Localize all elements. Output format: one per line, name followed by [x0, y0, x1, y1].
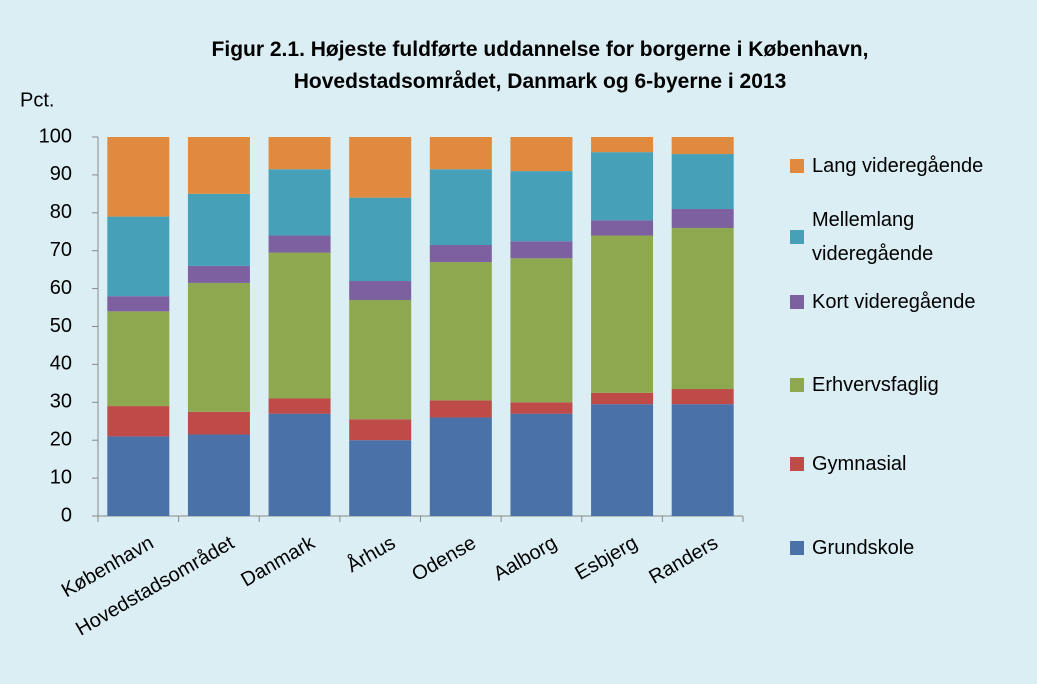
bar-segment: [107, 216, 170, 297]
legend-item: Lang videregående: [790, 149, 1015, 183]
legend-label: Erhvervsfaglig: [812, 374, 939, 396]
bar-segment: [268, 137, 331, 170]
x-tick-label: Danmark: [237, 531, 319, 591]
legend-label: Grundskole: [812, 537, 915, 559]
bar-segment: [107, 296, 170, 312]
y-tick-label: 60: [50, 277, 72, 299]
bar-segment: [671, 389, 734, 405]
legend-swatch: [790, 295, 804, 309]
y-tick-label: 90: [50, 163, 72, 185]
bar-segment: [591, 220, 654, 236]
bar-segment: [591, 137, 654, 153]
bar-segment: [107, 436, 170, 516]
bar-segment: [591, 392, 654, 405]
legend-label: Mellemlang videregående: [812, 209, 934, 265]
bar-segment: [107, 311, 170, 407]
bar-segment: [268, 398, 331, 414]
bar-segment: [107, 137, 170, 217]
bar-segment: [187, 411, 250, 435]
legend-item: Kort videregående: [790, 285, 1015, 319]
x-tick-label: Aalborg: [490, 532, 561, 586]
bar-segment: [187, 434, 250, 516]
y-tick-label: 50: [50, 315, 72, 337]
bar-segment: [268, 169, 331, 236]
legend-swatch: [790, 457, 804, 471]
x-tick-label: Randers: [645, 532, 721, 589]
bar-segment: [429, 137, 492, 170]
legend-swatch: [790, 378, 804, 392]
bar-segment: [349, 299, 412, 420]
legend-swatch: [790, 230, 804, 244]
bar-segment: [671, 227, 734, 390]
bar-segment: [268, 252, 331, 399]
bar-segment: [510, 137, 573, 172]
legend-item: Grundskole: [790, 531, 1015, 565]
bar-segment: [510, 171, 573, 242]
y-tick-label: 80: [50, 201, 72, 223]
legend-label: Gymnasial: [812, 453, 907, 475]
bar-segment: [671, 154, 734, 210]
bar-segment: [107, 406, 170, 437]
bar-segment: [349, 197, 412, 282]
bar-segment: [429, 262, 492, 401]
bar-segment: [429, 417, 492, 516]
bar-segment: [349, 281, 412, 300]
bar-segment: [510, 402, 573, 414]
y-tick-label: 40: [50, 353, 72, 375]
legend-swatch: [790, 159, 804, 173]
bar-segment: [187, 137, 250, 194]
y-tick-label: 10: [50, 466, 72, 488]
x-tick-label: Odense: [408, 532, 480, 586]
bar-segment: [268, 413, 331, 516]
bar-segment: [510, 413, 573, 516]
y-tick-label: 0: [61, 504, 72, 526]
bar-segment: [349, 419, 412, 441]
legend-item: Gymnasial: [790, 447, 1015, 481]
bar-segment: [510, 258, 573, 403]
bar-segment: [510, 241, 573, 259]
legend-label: Kort videregående: [812, 291, 976, 313]
bar-segment: [349, 440, 412, 516]
bar-segment: [671, 209, 734, 228]
bar-segment: [591, 152, 654, 221]
bar-segment: [349, 137, 412, 198]
bar-segment: [429, 245, 492, 263]
chart-title: Figur 2.1. Højeste fuldførte uddannelse …: [211, 38, 869, 93]
y-axis-label: Pct.: [20, 89, 54, 111]
y-tick-label: 100: [39, 125, 72, 147]
bar-segment: [671, 404, 734, 516]
legend-item: Erhvervsfaglig: [790, 368, 1015, 402]
x-tick-label: Århus: [343, 531, 400, 577]
legend-swatch: [790, 541, 804, 555]
bar-segment: [429, 169, 492, 246]
legend-label: Lang videregående: [812, 155, 984, 177]
y-tick-label: 20: [50, 428, 72, 450]
bar-segment: [187, 193, 250, 266]
bar-segment: [187, 265, 250, 283]
bar-segment: [187, 282, 250, 412]
x-tick-label: Esbjerg: [571, 532, 641, 585]
bar-segment: [429, 400, 492, 418]
bar-segment: [591, 235, 654, 393]
y-tick-label: 30: [50, 391, 72, 413]
bar-segment: [591, 404, 654, 516]
y-tick-label: 70: [50, 239, 72, 261]
bar-segment: [268, 235, 331, 253]
bar-segment: [671, 137, 734, 155]
legend-item: Mellemlang videregående: [790, 203, 1015, 271]
